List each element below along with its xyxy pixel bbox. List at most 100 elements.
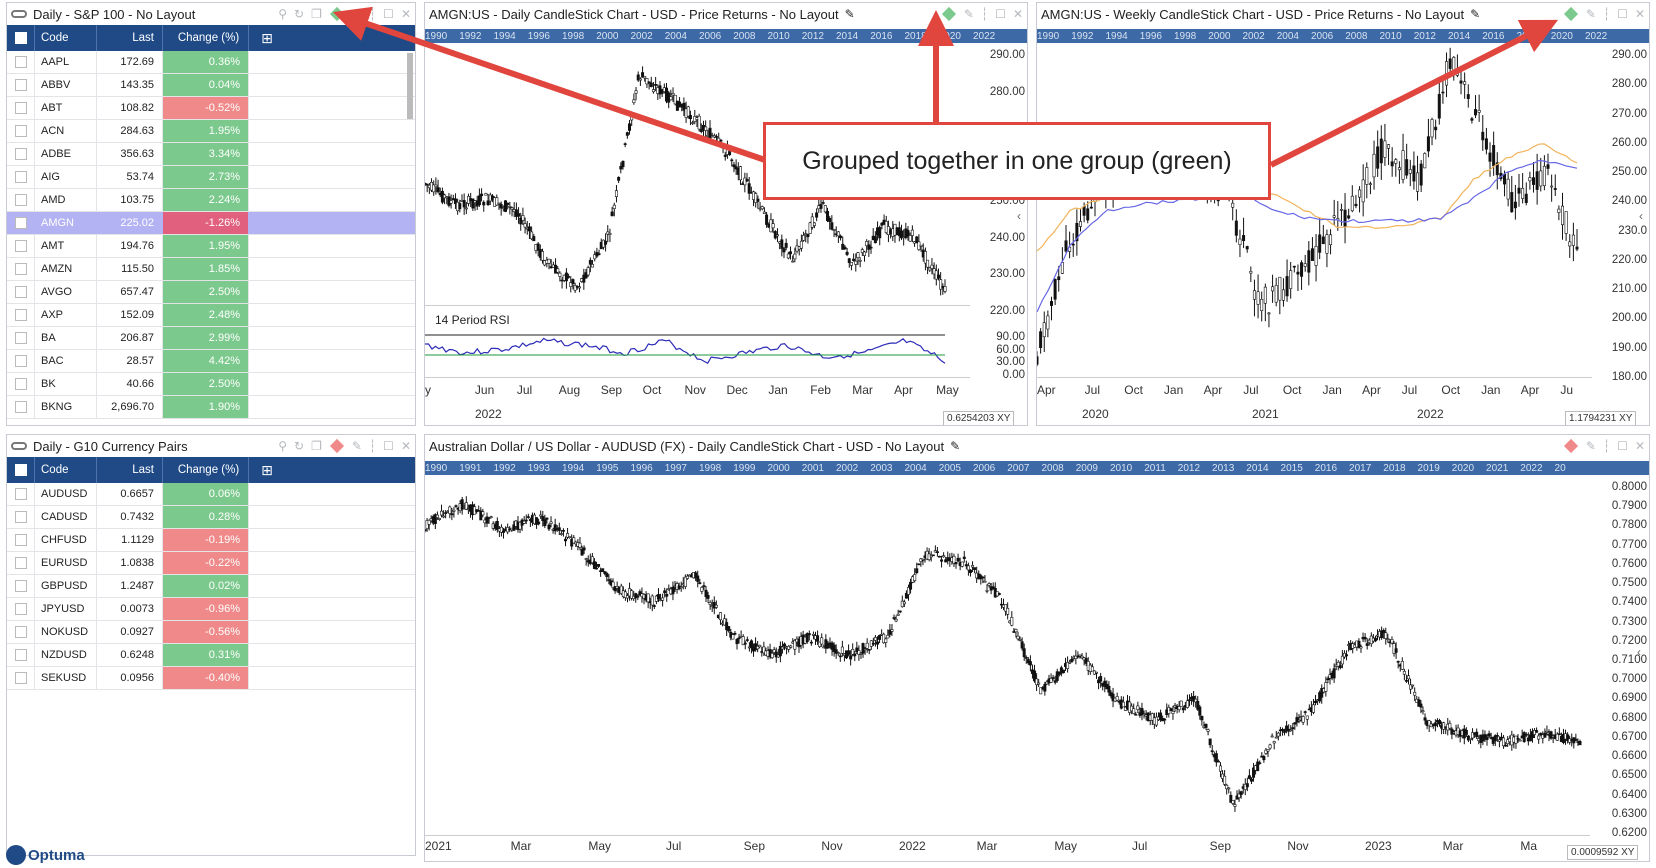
row-checkbox[interactable] [7,552,35,574]
row-checkbox[interactable] [7,327,35,349]
header-last[interactable]: Last [97,457,163,483]
header-change[interactable]: Change (%) [163,25,249,51]
timeline-year[interactable]: 2010 [1110,462,1133,474]
edit-icon[interactable]: ✎ [1470,7,1481,21]
edit-icon[interactable]: ✎ [844,7,855,21]
table-row[interactable]: BKNG 2,696.70 1.90% [7,396,415,419]
header-code[interactable]: Code [35,457,97,483]
row-checkbox[interactable] [7,212,35,234]
row-checkbox[interactable] [7,235,35,257]
aud-timeline-bar[interactable]: 1990 1991 1992 1993 1994 1995 1996 1997 1998 1999… [425,461,1649,475]
timeline-year[interactable]: 2016 [870,30,893,42]
timeline-year[interactable]: 2016 [1482,30,1505,42]
timeline-year[interactable]: 2011 [1144,462,1166,474]
table-row[interactable]: ABBV 143.35 0.04% [7,74,415,97]
close-icon[interactable]: ✕ [400,7,411,21]
search-icon[interactable]: ⚲ [278,439,288,453]
xy-toggle[interactable]: XY [997,413,1011,424]
timeline-year[interactable]: 2004 [664,30,687,42]
timeline-year[interactable]: 2018 [904,30,927,42]
timeline-year[interactable]: 1996 [1139,30,1162,42]
timeline-year[interactable]: 2019 [1417,462,1440,474]
header-last[interactable]: Last [97,25,163,51]
row-checkbox[interactable] [7,51,35,73]
row-checkbox[interactable] [7,258,35,280]
timeline-year[interactable]: 1995 [596,462,619,474]
row-checkbox[interactable] [7,396,35,418]
xy-toggle[interactable]: XY [1621,847,1635,858]
weekly-timeline-bar[interactable]: 1990 1992 1994 1996 1998 2000 2002 2004 2006 2008… [1037,29,1649,43]
timeline-year[interactable]: 2006 [1311,30,1334,42]
header-change[interactable]: Change (%) [163,457,249,483]
timeline-year[interactable]: 2012 [1413,30,1436,42]
row-checkbox[interactable] [7,143,35,165]
row-checkbox[interactable] [7,373,35,395]
timeline-year[interactable]: 1990 [425,462,448,474]
table-row[interactable]: AAPL 172.69 0.36% [7,51,415,74]
table-row[interactable]: BA 206.87 2.99% [7,327,415,350]
table-row[interactable]: AMD 103.75 2.24% [7,189,415,212]
row-checkbox[interactable] [7,166,35,188]
table-row[interactable]: AXP 152.09 2.48% [7,304,415,327]
row-checkbox[interactable] [7,598,35,620]
pin-icon[interactable]: ✎ [1585,7,1596,21]
close-icon[interactable]: ✕ [400,439,411,453]
timeline-year[interactable]: 2000 [596,30,619,42]
table-row[interactable]: CHFUSD 1.1129 -0.19% [7,529,415,552]
timeline-year[interactable]: 2001 [801,462,824,474]
timeline-year[interactable]: 2008 [733,30,756,42]
table-row[interactable]: AIG 53.74 2.73% [7,166,415,189]
close-icon[interactable]: ✕ [1634,7,1645,21]
timeline-year[interactable]: 1994 [562,462,585,474]
collapse-arrow-icon[interactable]: ‹ [1639,209,1643,223]
timeline-year[interactable]: 1992 [459,30,482,42]
table-row[interactable]: ACN 284.63 1.95% [7,120,415,143]
table-row[interactable]: NOKUSD 0.0927 -0.56% [7,621,415,644]
row-checkbox[interactable] [7,281,35,303]
timeline-year[interactable]: 2020 [1550,30,1573,42]
header-select-all[interactable] [7,457,35,483]
refresh-icon[interactable]: ↻ [294,439,305,453]
timeline-year[interactable]: 1990 [425,30,448,42]
timeline-year[interactable]: 2003 [870,462,893,474]
table-row[interactable]: SEKUSD 0.0956 -0.40% [7,667,415,690]
table-row[interactable]: ADBE 356.63 3.34% [7,143,415,166]
header-select-all[interactable] [7,25,35,51]
timeline-year[interactable]: 2022 [1585,30,1608,42]
timeline-year[interactable]: 1992 [1071,30,1094,42]
timeline-year[interactable]: 2020 [1451,462,1475,474]
maximize-icon[interactable]: ☐ [383,439,394,453]
timeline-year[interactable]: 2005 [938,462,961,474]
link-icon[interactable] [11,442,27,450]
timeline-year[interactable]: 1998 [1174,30,1197,42]
row-checkbox[interactable] [7,304,35,326]
table-row[interactable]: BK 40.66 2.50% [7,373,415,396]
row-checkbox[interactable] [7,506,35,528]
row-checkbox[interactable] [7,575,35,597]
row-checkbox[interactable] [7,74,35,96]
timeline-year[interactable]: 2014 [1246,462,1269,474]
edit-icon[interactable]: ✎ [950,439,961,453]
table-row[interactable]: AVGO 657.47 2.50% [7,281,415,304]
timeline-year[interactable]: 2009 [1075,462,1098,474]
row-checkbox[interactable] [7,483,35,505]
timeline-year[interactable]: 2004 [1276,30,1299,42]
timeline-year[interactable]: 1994 [493,30,516,42]
timeline-year[interactable]: 1996 [630,462,653,474]
timeline-year[interactable]: 2013 [1212,462,1235,474]
timeline-year[interactable]: 2015 [1280,462,1303,474]
timeline-year[interactable]: 2002 [836,462,859,474]
table-row[interactable]: BAC 28.57 4.42% [7,350,415,373]
timeline-year[interactable]: 1992 [493,462,516,474]
timeline-year[interactable]: 2007 [1007,462,1030,474]
timeline-year[interactable]: 2008 [1041,462,1064,474]
timeline-year[interactable]: 2022 [1520,462,1543,474]
pin-icon[interactable]: ✎ [963,7,974,21]
daily-timeline-bar[interactable]: 1990 1992 1994 1996 1998 2000 2002 2004 2006 2008… [425,29,1027,43]
table-row[interactable]: ABT 108.82 -0.52% [7,97,415,120]
table-row[interactable]: CADUSD 0.7432 0.28% [7,506,415,529]
copy-icon[interactable]: ❐ [311,439,322,453]
timeline-year[interactable]: 2010 [767,30,790,42]
daily-y-readout[interactable]: 0.6254203 XY [943,411,1015,425]
timeline-year[interactable]: 2008 [1345,30,1368,42]
